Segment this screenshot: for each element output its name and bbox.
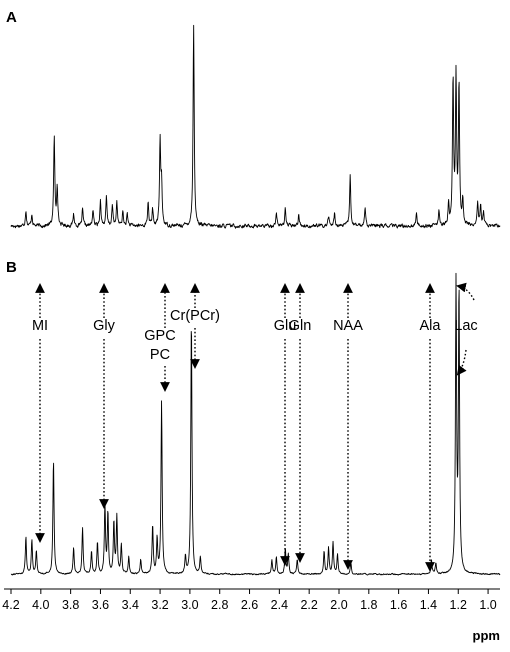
annotation-cr-pcr-label: Cr(PCr) (170, 308, 220, 324)
x-tick-label: 4.2 (2, 598, 19, 612)
x-tick-label: 1.6 (390, 598, 407, 612)
annotation-gly-label: Gly (93, 318, 116, 334)
x-tick-label: 2.2 (300, 598, 317, 612)
x-tick-label: 3.8 (62, 598, 79, 612)
spectrum-b-trace (10, 272, 501, 576)
x-tick-label: 3.6 (92, 598, 109, 612)
x-tick-label: 3.4 (122, 598, 139, 612)
annotation-naa-label: NAA (333, 318, 363, 334)
x-tick-label: 1.8 (360, 598, 377, 612)
annotation-glu-label: Glu (274, 318, 297, 334)
x-tick-label: 1.4 (420, 598, 437, 612)
x-tick-label: 2.6 (241, 598, 258, 612)
x-tick-label: 2.0 (330, 598, 347, 612)
x-tick-label: 3.0 (181, 598, 198, 612)
x-axis-title: ppm (473, 628, 500, 643)
x-tick-label: 1.2 (450, 598, 467, 612)
annotation-mi-label: MI (32, 318, 48, 334)
x-tick-label: 2.8 (211, 598, 228, 612)
annotation-gpc-pc-label: PC (150, 347, 170, 363)
x-tick-label: 3.2 (151, 598, 168, 612)
spectrum-a-trace (10, 24, 501, 229)
x-axis-ticks: 4.2 4.0 3.8 3.6 3.4 3.2 3.0 2.8 2.6 2.4 2.2 2.0 1.8 1… (2, 589, 497, 612)
panel-b-letter: B (6, 259, 17, 276)
annotation-lac-arrow (456, 282, 475, 301)
annotation-ala-label: Ala (420, 318, 442, 334)
x-tick-label: 1.0 (479, 598, 496, 612)
x-tick-label: 2.4 (271, 598, 288, 612)
panel-a-letter: A (6, 9, 17, 26)
annotation-gpc-pc-label: GPC (144, 328, 175, 344)
annotation-gln-label: Gln (289, 318, 312, 334)
annotation-lac-label: Lac (454, 318, 477, 334)
x-tick-label: 4.0 (32, 598, 49, 612)
annotation-lac-arrow (456, 349, 467, 376)
